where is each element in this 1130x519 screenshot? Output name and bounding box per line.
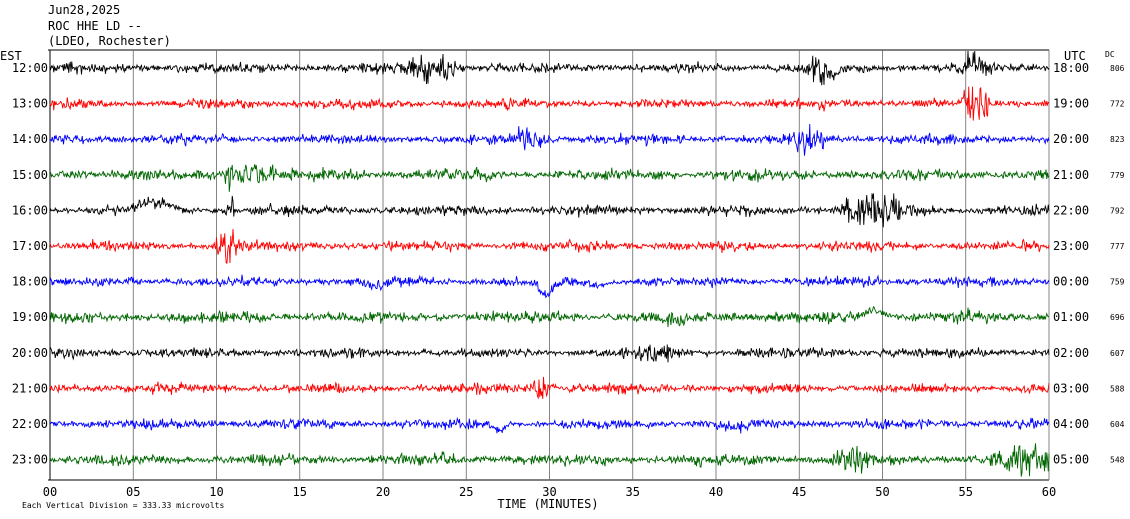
plot-date: Jun28,2025 [48, 3, 121, 17]
trace-row-1300 [49, 86, 1050, 121]
utc-hour-label: 05:00 [1053, 453, 1089, 467]
seismic-traces [49, 50, 1050, 477]
dc-offset-value: 696 [1110, 313, 1125, 322]
trace-row-1700 [49, 228, 1050, 264]
x-tick-label: 55 [959, 485, 973, 499]
est-hour-label: 22:00 [12, 417, 48, 431]
est-hour-label: 13:00 [12, 97, 48, 111]
x-tick-label: 00 [43, 485, 57, 499]
x-tick-label: 30 [542, 485, 556, 499]
vertical-division-note: Each Vertical Division = 333.33 microvol… [22, 501, 224, 510]
est-hour-label: 12:00 [12, 61, 48, 75]
est-hour-label: 19:00 [12, 310, 48, 324]
trace-row-1600 [49, 193, 1050, 228]
trace-row-2200 [49, 416, 1050, 434]
utc-hour-label: 22:00 [1053, 203, 1089, 217]
x-tick-label: 05 [126, 485, 140, 499]
trace-row-1500 [49, 164, 1050, 192]
est-hour-label: 16:00 [12, 203, 48, 217]
utc-axis-label: UTC [1064, 49, 1086, 63]
utc-hour-label: 19:00 [1053, 97, 1089, 111]
trace-row-2000 [49, 344, 1050, 363]
dc-offset-value: 588 [1110, 384, 1125, 393]
dc-label: DC [1105, 50, 1115, 59]
dc-offset-value: 759 [1110, 278, 1125, 287]
utc-hour-label: 20:00 [1053, 132, 1089, 146]
utc-hour-label: 03:00 [1053, 381, 1089, 395]
est-hour-label: 20:00 [12, 346, 48, 360]
x-axis-title: TIME (MINUTES) [497, 497, 598, 511]
x-tick-label: 10 [209, 485, 223, 499]
trace-row-2100 [49, 376, 1050, 400]
dc-offset-value: 823 [1110, 135, 1125, 144]
utc-hour-label: 00:00 [1053, 275, 1089, 289]
dc-offset-value: 607 [1110, 349, 1125, 358]
x-tick-label: 25 [459, 485, 473, 499]
x-tick-label: 35 [626, 485, 640, 499]
axis-labels: 00 05 10 15 20 25 30 35 40 45 50 55 60 EST UTC DC TIME (… [0, 49, 1125, 511]
station-id: ROC HHE LD -- [48, 19, 142, 33]
x-tick-label: 20 [376, 485, 390, 499]
x-tick-label: 50 [875, 485, 889, 499]
est-hour-label: 14:00 [12, 132, 48, 146]
network-name: (LDEO, Rochester) [48, 34, 171, 48]
x-tick-label: 15 [293, 485, 307, 499]
dc-offset-value: 548 [1110, 456, 1125, 465]
dc-offset-value: 772 [1110, 100, 1125, 109]
dc-offset-value: 806 [1110, 64, 1125, 73]
dc-offset-value: 792 [1110, 206, 1125, 215]
est-hour-label: 18:00 [12, 275, 48, 289]
est-hour-label: 17:00 [12, 239, 48, 253]
est-hour-label: 23:00 [12, 453, 48, 467]
dc-offset-value: 604 [1110, 420, 1125, 429]
dc-offset-value: 777 [1110, 242, 1125, 251]
est-hour-label: 15:00 [12, 168, 48, 182]
trace-row-1200 [49, 50, 1050, 86]
time-gridlines [48, 49, 1050, 481]
est-axis-label: EST [0, 49, 22, 63]
x-tick-label: 45 [792, 485, 806, 499]
trace-row-1400 [49, 123, 1050, 156]
utc-hour-label: 23:00 [1053, 239, 1089, 253]
utc-hour-label: 02:00 [1053, 346, 1089, 360]
trace-row-1900 [49, 305, 1050, 328]
utc-hour-label: 04:00 [1053, 417, 1089, 431]
utc-hour-label: 21:00 [1053, 168, 1089, 182]
utc-hour-label: 01:00 [1053, 310, 1089, 324]
x-tick-label: 60 [1042, 485, 1056, 499]
x-tick-label: 40 [709, 485, 723, 499]
dc-offset-value: 779 [1110, 171, 1125, 180]
trace-row-2300 [49, 443, 1050, 477]
trace-row-1800 [49, 274, 1050, 299]
est-hour-label: 21:00 [12, 381, 48, 395]
utc-hour-label: 18:00 [1053, 61, 1089, 75]
